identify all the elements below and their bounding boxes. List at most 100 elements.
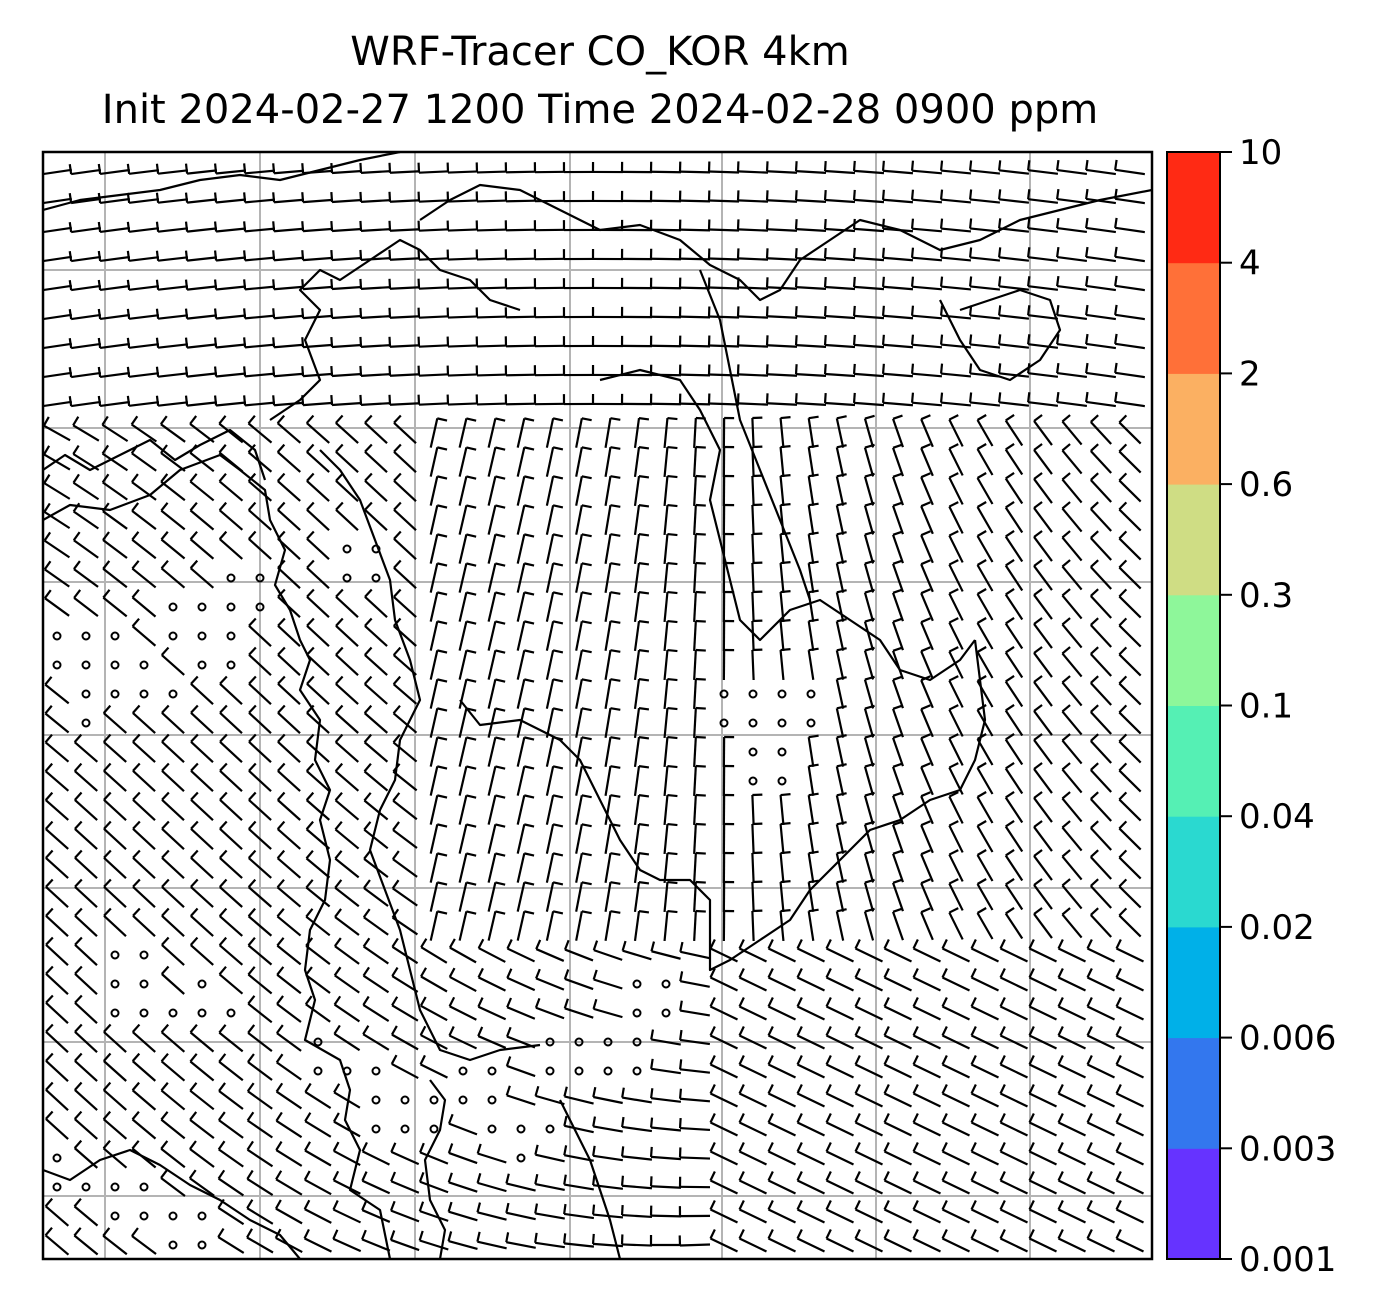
wind-barb-icon — [910, 305, 943, 320]
wind-barb-icon — [679, 941, 710, 960]
wind-barb-icon — [1090, 646, 1112, 677]
wind-barb-icon — [505, 1202, 536, 1221]
wind-barb-icon — [592, 940, 623, 961]
wind-barb-icon — [516, 881, 535, 912]
wind-barb-icon — [883, 996, 912, 1021]
wind-barb-icon — [545, 707, 564, 738]
wind-barb-icon — [389, 1200, 420, 1223]
wind-barb-icon — [663, 793, 678, 826]
wind-barb-icon — [534, 1203, 565, 1220]
wind-barb-icon — [825, 967, 854, 992]
wind-barb-icon — [487, 504, 506, 535]
wind-barb-icon — [218, 1082, 244, 1110]
wind-barb-icon — [74, 965, 98, 996]
wind-barb-icon — [272, 366, 305, 378]
wind-barb-icon — [475, 249, 508, 261]
wind-barb-icon — [1057, 1141, 1086, 1166]
wind-barb-icon — [709, 1083, 738, 1108]
wind-barb-icon — [487, 678, 506, 709]
wind-barb-icon — [1090, 820, 1112, 851]
wind-barb-icon — [1033, 907, 1053, 939]
coastline-south-sea — [43, 1148, 301, 1259]
wind-barb-icon — [892, 791, 904, 825]
calm-circle-icon — [719, 718, 729, 728]
wind-barb-icon — [303, 1170, 332, 1196]
wind-barb-icon — [184, 192, 218, 204]
map-background — [43, 152, 1152, 1259]
wind-barb-icon — [126, 279, 160, 291]
wind-barb-icon — [678, 190, 711, 203]
wind-barb-icon — [1027, 305, 1059, 320]
wind-barb-icon — [1090, 733, 1112, 764]
wind-barb-icon — [941, 938, 970, 963]
wind-barb-icon — [693, 532, 706, 565]
wind-barb-icon — [592, 969, 623, 990]
wind-barb-icon — [213, 163, 247, 175]
wind-barb-icon — [1033, 733, 1053, 765]
wind-barb-icon — [562, 307, 595, 319]
wind-barb-icon — [303, 1199, 332, 1224]
wind-barb-icon — [920, 704, 934, 738]
wind-barb-icon — [736, 335, 769, 348]
wind-barb-icon — [591, 277, 624, 290]
wind-barb-icon — [392, 704, 418, 734]
wind-barb-icon — [335, 501, 359, 532]
wind-barb-icon — [1090, 501, 1112, 532]
calm-circle-icon — [748, 689, 758, 699]
wind-barb-icon — [504, 394, 537, 406]
wind-barb-icon — [419, 1142, 449, 1165]
wind-barb-icon — [835, 676, 847, 709]
wind-barb-icon — [276, 443, 301, 473]
wind-barb-icon — [751, 590, 763, 623]
wind-barb-icon — [545, 852, 564, 883]
wind-barb-icon — [335, 588, 359, 619]
wind-barb-icon — [920, 646, 934, 680]
wind-barb-icon — [305, 820, 331, 850]
calm-circle-icon — [487, 1066, 497, 1076]
wind-barb-icon — [161, 965, 185, 995]
wind-barb-icon — [1057, 967, 1086, 992]
wind-barb-icon — [247, 415, 273, 444]
wind-barb-icon — [591, 248, 624, 261]
wind-barb-icon — [1028, 1141, 1057, 1166]
wind-barb-icon — [825, 1054, 854, 1079]
wind-barb-icon — [477, 997, 507, 1021]
wind-barb-icon — [835, 444, 847, 477]
wind-barb-icon — [332, 1170, 361, 1195]
wind-barb-icon — [74, 907, 98, 938]
wind-barb-icon — [132, 733, 156, 763]
wind-barb-icon — [794, 248, 827, 261]
wind-barb-icon — [767, 996, 796, 1021]
wind-barb-icon — [779, 822, 791, 855]
wind-barb-icon — [863, 617, 875, 651]
wind-barb-icon — [330, 307, 363, 320]
wind-barb-icon — [364, 646, 388, 676]
wind-barb-icon — [364, 501, 388, 532]
wind-barb-icon — [246, 1111, 273, 1139]
wind-barb-icon — [575, 475, 592, 506]
wind-barb-icon — [883, 1083, 912, 1108]
wind-barb-icon — [796, 996, 825, 1021]
wind-barb-icon — [1118, 704, 1142, 735]
wind-barb-icon — [1004, 559, 1024, 592]
wind-barb-icon — [920, 907, 934, 941]
wind-barb-icon — [545, 533, 564, 564]
wind-barb-icon — [160, 1052, 186, 1082]
wind-barb-icon — [562, 278, 595, 290]
wind-barb-icon — [892, 878, 904, 912]
wind-barb-icon — [881, 334, 914, 349]
wind-barb-icon — [722, 503, 735, 536]
wind-barb-icon — [709, 938, 738, 963]
wind-barb-icon — [516, 707, 535, 738]
wind-barb-icon — [722, 619, 735, 652]
wind-barb-icon — [429, 591, 448, 622]
wind-barb-icon — [707, 190, 740, 203]
wind-barb-icon — [591, 161, 624, 174]
wind-barb-icon — [429, 533, 448, 564]
wind-barb-icon — [738, 967, 767, 992]
wind-barb-icon — [161, 849, 185, 880]
wind-barb-icon — [948, 472, 964, 505]
wind-barb-icon — [248, 791, 272, 821]
wind-barb-icon — [883, 1112, 912, 1137]
wind-barb-icon — [159, 415, 186, 443]
